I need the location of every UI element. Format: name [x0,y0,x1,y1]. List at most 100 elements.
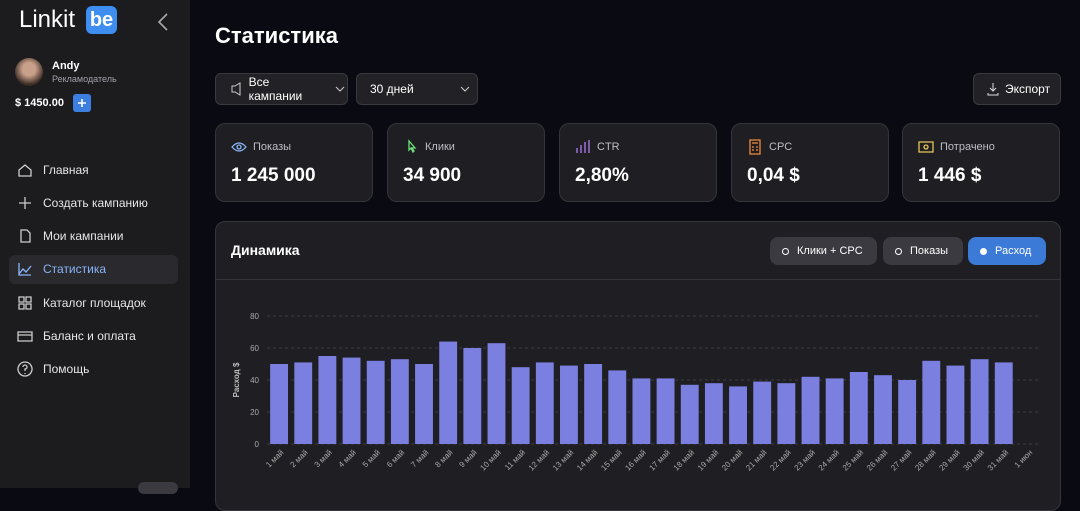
tab-label: Клики + CPC [797,245,863,257]
chart: Расход $ 0 20 40 60 80 1 май 2 май 3 май 4 май 5 м… [232,312,1040,472]
nav-item[interactable]: Мои кампании [9,222,178,251]
x-tick-label: 19 май [696,448,720,472]
bar [294,362,313,444]
bar [898,380,917,444]
bar [390,359,409,444]
x-tick-label: 11 май [503,448,527,472]
export-button[interactable]: Экспорт [973,73,1061,105]
x-tick-label: 22 май [768,448,792,472]
sidebar: Linkit be Andy Рекламодатель $ 1450.00 Г… [0,0,190,494]
bar [946,365,965,444]
x-tick-label: 27 май [889,448,913,472]
stat-label: CTR [597,141,620,153]
chart-tab[interactable]: Расход [968,237,1046,265]
nav-item[interactable]: Главная [9,155,178,184]
x-tick-label: 21 май [744,448,768,472]
bar [994,362,1013,444]
bar [729,386,747,444]
nav-label: Каталог площадок [43,295,146,310]
export-label: Экспорт [1005,82,1051,96]
tab-dot [895,247,902,255]
y-tick-label: 40 [250,376,259,385]
x-tick-label: 24 май [817,448,841,472]
icon [231,142,247,152]
bar [463,348,482,444]
icon [408,139,417,154]
user-role: Рекламодатель [52,74,117,84]
stat-value: 1 446 $ [918,165,982,186]
balance: $ 1450.00 [15,97,64,109]
x-tick-label: 29 май [937,448,961,472]
icon [18,296,32,310]
nav-label: Создать кампанию [43,195,148,210]
bar [874,375,892,444]
bar [535,362,554,444]
stat-value: 0,04 $ [747,165,800,186]
x-tick-label: 28 май [913,448,937,472]
bar [753,381,772,444]
x-tick-label: 14 май [575,448,599,472]
bar [632,378,651,444]
nav-label: Статистика [43,262,107,277]
x-tick-label: 10 май [478,448,502,472]
stat-value: 34 900 [403,165,462,186]
x-tick-label: 2 май [288,448,309,469]
nav-item[interactable]: Создать кампанию [9,188,178,217]
icon [17,361,33,377]
bar [608,370,627,444]
icon [20,229,31,243]
nav-item[interactable]: Помощь [9,355,178,384]
bar [487,343,506,444]
bar [970,359,989,444]
x-tick-label: 1 май [264,448,285,469]
stat-label: Потрачено [940,141,995,153]
add-funds-button[interactable] [73,94,91,112]
nav-label: Баланс и оплата [43,329,136,343]
chart-tab[interactable]: Клики + CPC [770,237,877,265]
tab-dot [980,247,987,255]
collapse-button[interactable] [156,12,170,32]
x-tick-label: 8 май [433,448,454,469]
nav-label: Главная [43,162,89,177]
icon [19,196,31,209]
stat-card: Клики 34 900 [387,123,545,202]
stat-value: 1 245 000 [231,165,316,186]
x-tick-label: 31 май [986,448,1010,472]
x-tick-label: 18 май [672,448,696,472]
bar [922,360,941,444]
icon [18,163,32,177]
nav-item[interactable]: Баланс и оплата [9,322,178,351]
x-tick-label: 26 май [865,448,889,472]
icon [918,141,934,153]
panel-divider [216,279,1060,280]
bar [656,378,675,444]
stat-card: Показы 1 245 000 [215,123,373,202]
y-tick-label: 80 [250,312,259,321]
logo: Linkit [19,6,76,33]
avatar [15,58,43,86]
bar [801,376,820,444]
bar [318,356,337,444]
period-select-label: 30 дней [370,82,414,96]
campaign-select-label: Все кампании [248,75,303,103]
nav-item[interactable]: Статистика [9,254,178,284]
campaign-select[interactable]: Все кампании [215,73,348,105]
stat-card: CTR 2,80% [559,123,717,202]
y-axis-label: Расход $ [232,362,241,397]
y-tick-label: 20 [250,408,259,417]
tab-label: Показы [910,245,949,257]
x-tick-label: 23 май [793,448,817,472]
x-tick-label: 13 май [551,448,575,472]
bar [511,367,530,444]
x-tick-label: 20 май [720,448,744,472]
logo-badge: be [86,6,117,34]
icon [576,140,590,153]
nav-item[interactable]: Каталог площадок [9,288,178,317]
chart-tab[interactable]: Показы [883,237,963,265]
period-select[interactable]: 30 дней [356,73,478,105]
bar [270,364,289,444]
x-tick-label: 3 май [313,448,334,469]
x-tick-label: 6 май [385,448,406,469]
y-tick-label: 60 [250,344,259,353]
